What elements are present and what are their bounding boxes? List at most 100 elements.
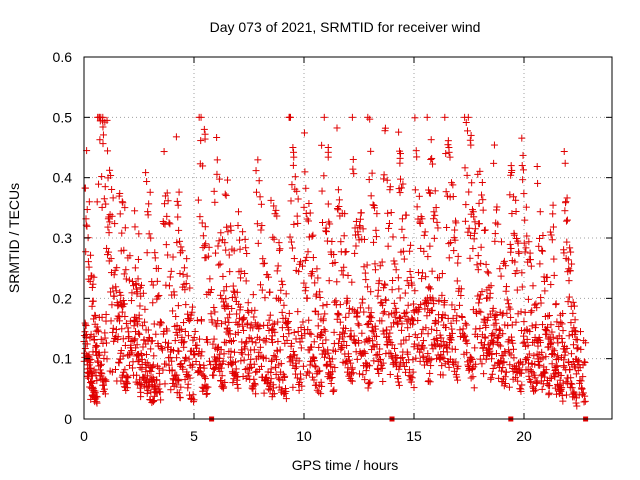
data-point [354, 320, 362, 328]
data-point [193, 341, 201, 349]
y-tick-label: 0.4 [53, 170, 73, 186]
data-point [166, 353, 174, 361]
data-point [307, 343, 315, 351]
data-point [301, 256, 309, 264]
data-point [270, 202, 278, 210]
data-point [572, 370, 580, 378]
data-point [272, 206, 280, 214]
data-point [378, 364, 386, 372]
data-point [435, 274, 443, 282]
data-point [211, 365, 219, 373]
data-point [127, 341, 135, 349]
data-point [417, 301, 425, 309]
data-point [397, 354, 405, 362]
data-point [366, 115, 374, 123]
data-point [321, 310, 329, 318]
data-point [162, 241, 170, 249]
data-point [122, 275, 130, 283]
data-point [342, 313, 350, 321]
data-point [427, 285, 435, 293]
data-point [377, 361, 385, 369]
data-point [107, 288, 115, 296]
data-point [167, 267, 175, 275]
data-point [171, 337, 179, 345]
data-point [118, 308, 126, 316]
data-point [397, 340, 405, 348]
data-point [144, 211, 152, 219]
data-point [192, 357, 200, 365]
data-point [418, 275, 426, 283]
data-point [310, 338, 318, 346]
data-point [186, 361, 194, 369]
data-point [144, 326, 152, 334]
data-point [502, 283, 510, 291]
data-point [338, 343, 346, 351]
data-point [344, 352, 352, 360]
data-point [419, 353, 427, 361]
data-point [184, 332, 192, 340]
data-point [102, 377, 110, 385]
data-point [253, 220, 261, 228]
data-point [394, 378, 402, 386]
data-point [269, 338, 277, 346]
data-point [485, 269, 493, 277]
data-point [453, 277, 461, 285]
data-point [169, 307, 177, 315]
data-point [239, 373, 247, 381]
data-point [207, 286, 215, 294]
data-point [549, 223, 557, 231]
data-point [491, 237, 499, 245]
data-point [173, 354, 181, 362]
data-point [104, 223, 112, 231]
data-point [550, 255, 558, 263]
data-point [226, 268, 234, 276]
data-point [288, 244, 296, 252]
data-point [487, 282, 495, 290]
data-point [547, 321, 555, 329]
data-point [218, 372, 226, 380]
data-point [119, 296, 127, 304]
data-point [117, 291, 125, 299]
data-point [559, 397, 567, 405]
data-point [221, 190, 229, 198]
data-point [87, 365, 95, 373]
data-point [345, 304, 353, 312]
data-point [350, 332, 358, 340]
data-point [244, 372, 252, 380]
data-point [101, 118, 109, 126]
data-point [297, 258, 305, 266]
data-point [359, 371, 367, 379]
data-point [298, 334, 306, 342]
data-point [569, 309, 577, 317]
data-point [136, 376, 144, 384]
data-point [149, 361, 157, 369]
data-point [561, 159, 569, 167]
data-point [554, 352, 562, 360]
data-point [385, 224, 393, 232]
data-point [347, 359, 355, 367]
data-point [507, 162, 515, 170]
data-point [238, 350, 246, 358]
data-point [108, 212, 116, 220]
data-point [577, 377, 585, 385]
data-point [482, 321, 490, 329]
data-point [573, 345, 581, 353]
data-point [437, 371, 445, 379]
data-point [388, 286, 396, 294]
data-point [244, 299, 252, 307]
data-point [387, 323, 395, 331]
data-point [308, 272, 316, 280]
data-point [273, 212, 281, 220]
data-point [184, 380, 192, 388]
data-point [165, 282, 173, 290]
data-point [327, 370, 335, 378]
data-point [115, 359, 123, 367]
data-point [359, 225, 367, 233]
data-point [538, 246, 546, 254]
data-point [509, 375, 517, 383]
data-point [409, 356, 417, 364]
data-point [502, 380, 510, 388]
data-point [424, 330, 432, 338]
data-point [531, 324, 539, 332]
data-point [180, 264, 188, 272]
